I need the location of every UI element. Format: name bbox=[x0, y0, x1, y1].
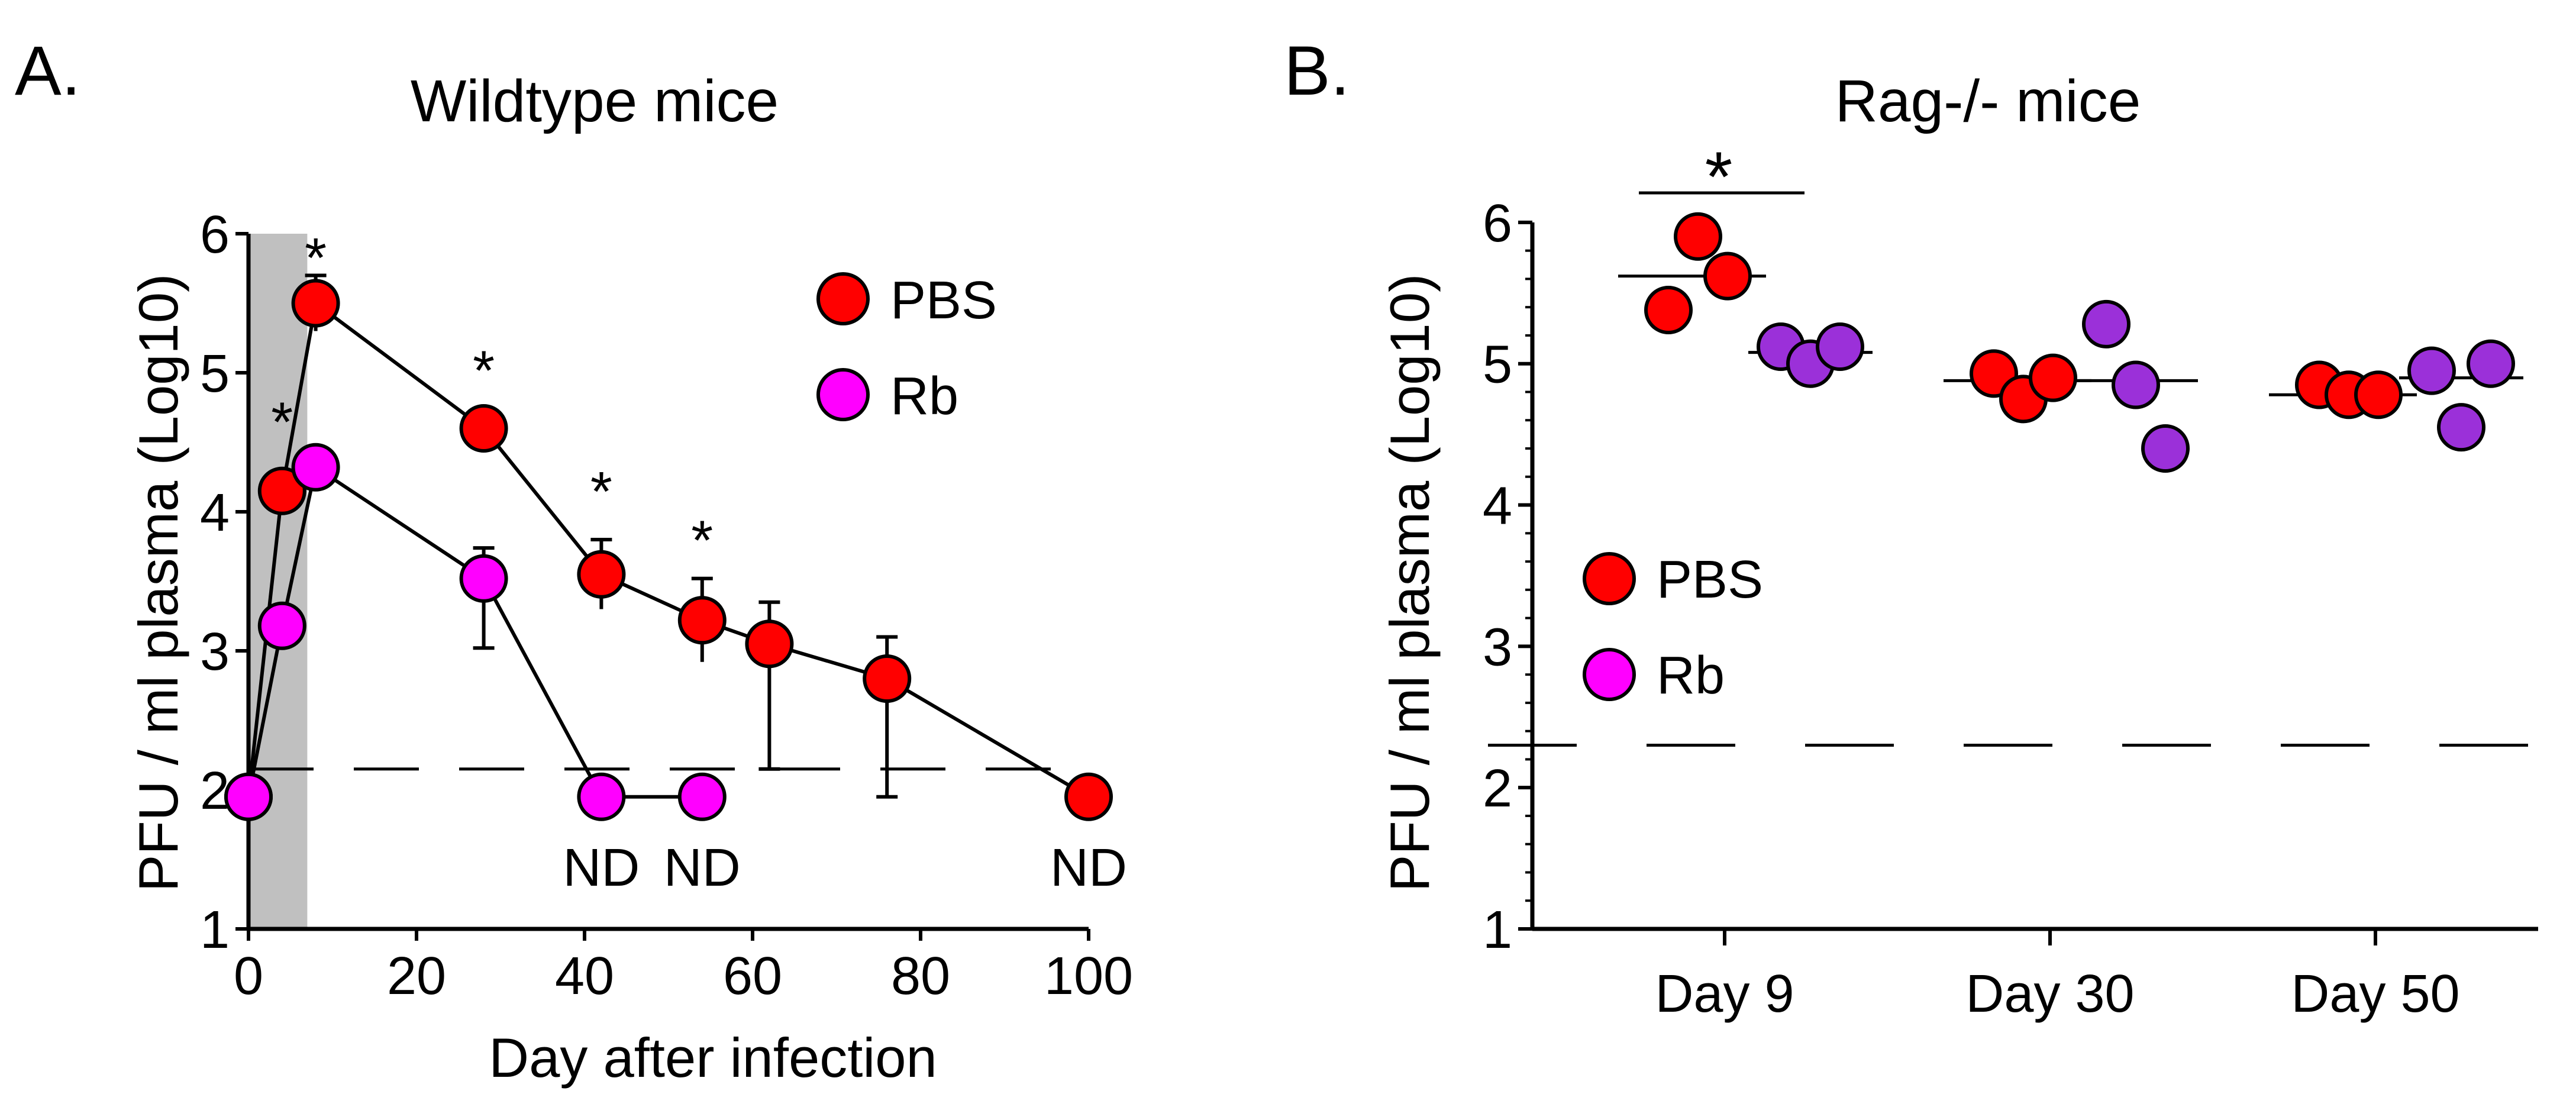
shaded-region bbox=[248, 234, 308, 929]
legend-marker-rb bbox=[1583, 648, 1636, 701]
x-tick-label: 40 bbox=[555, 947, 614, 1006]
data-point-rb bbox=[459, 554, 508, 603]
nd-label: ND bbox=[664, 838, 741, 898]
significance-star: * bbox=[691, 509, 713, 572]
panel-b-title: Rag-/- mice bbox=[1835, 68, 2141, 134]
panel-a-label: A. bbox=[15, 32, 81, 110]
data-point-pbs bbox=[677, 596, 727, 645]
data-point-pbs bbox=[2029, 353, 2077, 402]
y-tick-label: 6 bbox=[200, 205, 230, 264]
data-point-rb bbox=[677, 772, 727, 821]
data-point-pbs bbox=[291, 279, 340, 328]
nd-label: ND bbox=[1050, 838, 1127, 898]
data-point-pbs bbox=[1064, 772, 1113, 821]
significance-star: * bbox=[590, 460, 612, 523]
data-point-rb bbox=[1816, 322, 1864, 372]
significance-star: * bbox=[271, 391, 293, 454]
panel-b-legend-pbs-label: PBS bbox=[1657, 550, 1763, 609]
y-tick-label: 5 bbox=[200, 344, 230, 404]
data-point-pbs bbox=[1644, 285, 1693, 334]
x-tick-label: 100 bbox=[1044, 947, 1133, 1006]
category-label: Day 50 bbox=[2291, 964, 2459, 1024]
y-tick-label: 3 bbox=[1483, 618, 1512, 677]
data-point-pbs bbox=[1703, 251, 1752, 301]
panel-b-legend-rb-label: Rb bbox=[1657, 646, 1725, 705]
panel-b-ylabel: PFU / ml plasma (Log10) bbox=[1379, 274, 1441, 892]
data-point-pbs bbox=[577, 550, 626, 599]
data-point-rb bbox=[291, 443, 340, 492]
y-tick-label: 4 bbox=[1483, 477, 1512, 536]
x-tick-label: 0 bbox=[234, 947, 263, 1006]
y-tick-label: 2 bbox=[1483, 759, 1512, 818]
data-point-pbs bbox=[1674, 212, 1722, 261]
category-label: Day 9 bbox=[1655, 964, 1794, 1024]
panel-a-ylabel: PFU / ml plasma (Log10) bbox=[127, 274, 189, 892]
nd-label: ND bbox=[563, 838, 640, 898]
y-tick-label: 1 bbox=[1483, 901, 1512, 960]
panel-b-significance-star: * bbox=[1705, 137, 1733, 217]
y-tick-label: 3 bbox=[200, 622, 230, 682]
panel-a-legend-rb-label: Rb bbox=[890, 367, 958, 426]
y-tick-label: 6 bbox=[1483, 194, 1512, 253]
y-tick-label: 2 bbox=[200, 761, 230, 821]
panel-b-label: B. bbox=[1284, 32, 1350, 110]
series-line-pbs bbox=[247, 300, 1090, 799]
data-point-rb bbox=[2141, 424, 2190, 473]
data-point-rb bbox=[2467, 339, 2515, 388]
data-point-rb bbox=[2407, 346, 2456, 395]
x-tick-label: 20 bbox=[387, 947, 446, 1006]
y-tick-label: 5 bbox=[1483, 335, 1512, 395]
data-point-pbs bbox=[2354, 370, 2403, 419]
data-point-pbs bbox=[745, 619, 794, 669]
category-label: Day 30 bbox=[1965, 964, 2134, 1024]
legend-marker-pbs bbox=[1583, 552, 1636, 605]
x-tick-label: 80 bbox=[891, 947, 950, 1006]
y-tick-label: 1 bbox=[200, 901, 230, 960]
panel-a-title: Wildtype mice bbox=[411, 68, 779, 134]
panel-a-xlabel: Day after infection bbox=[489, 1027, 937, 1089]
data-point-pbs bbox=[257, 466, 306, 515]
legend-marker-pbs bbox=[816, 272, 870, 325]
x-tick-label: 60 bbox=[723, 947, 782, 1006]
data-point-rb bbox=[257, 601, 306, 650]
panel-b-plot: 1 2 3 4 5 6 Day 9 Day 30 Day 50 bbox=[1483, 191, 2562, 1024]
y-tick-label: 4 bbox=[200, 483, 230, 543]
data-point-pbs bbox=[459, 404, 508, 453]
significance-star: * bbox=[473, 340, 495, 402]
panel-a-legend-pbs-label: PBS bbox=[890, 271, 997, 330]
legend-marker-rb bbox=[816, 368, 870, 421]
data-point-rb bbox=[2112, 360, 2160, 409]
data-point-pbs bbox=[863, 654, 912, 703]
series-line-rb bbox=[247, 464, 702, 799]
data-point-rb bbox=[577, 772, 626, 821]
data-point-rb bbox=[2437, 403, 2485, 452]
data-point-rb bbox=[224, 772, 273, 821]
significance-star: * bbox=[305, 227, 327, 289]
data-point-rb bbox=[2082, 299, 2130, 348]
